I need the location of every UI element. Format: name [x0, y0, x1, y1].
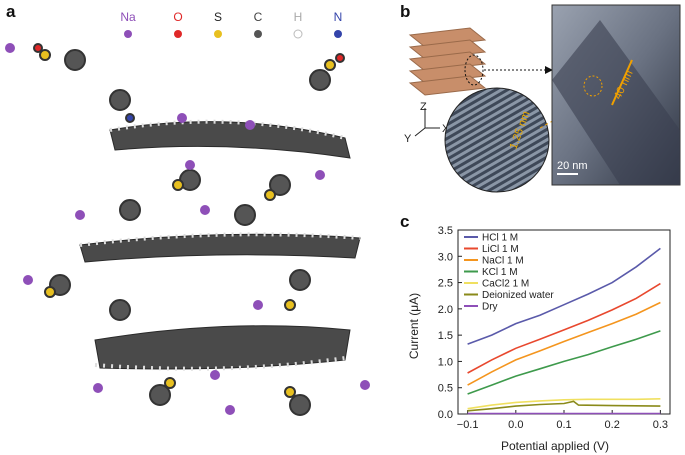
x-axis-label: Potential applied (V)	[501, 439, 609, 453]
axis-label-z: Z	[420, 101, 427, 113]
legend-symbol-c: C	[254, 10, 263, 24]
y-tick-label: 2.0	[438, 304, 453, 316]
legend-symbol-o: O	[173, 10, 182, 24]
series-line-2	[467, 301, 661, 386]
h-dot	[293, 29, 303, 39]
legend-symbol-na: Na	[120, 10, 136, 24]
c-dot	[254, 30, 262, 38]
coordinate-axes	[414, 108, 440, 137]
sodium-ions	[5, 43, 370, 415]
s-dot	[214, 30, 222, 38]
chart-series	[467, 247, 661, 415]
x-tick-label: 0.3	[653, 419, 668, 431]
legend-symbol-n: N	[334, 10, 343, 24]
panel-letter-b: b	[400, 2, 411, 21]
legend-label-4: CaCl2 1 M	[482, 279, 529, 290]
na-dot	[124, 30, 132, 38]
x-tick-label: −0.1	[457, 419, 479, 431]
x-tick-label: 0.1	[556, 419, 571, 431]
legend-symbol-h: H	[294, 10, 303, 24]
y-tick-label: 0.5	[438, 383, 453, 395]
legend-symbol-s: S	[214, 10, 222, 24]
series-line-1	[467, 282, 661, 374]
y-tick-label: 0.0	[438, 409, 453, 421]
panel-letter-c: c	[400, 212, 410, 231]
x-tick-label: 0.2	[605, 419, 620, 431]
legend-label-5: Deionized water	[482, 290, 554, 301]
graphene-sheet-middle	[79, 232, 361, 263]
x-tick-label: 0.0	[508, 419, 523, 431]
y-tick-label: 3.0	[438, 251, 453, 263]
y-axis-label: Current (μA)	[407, 293, 421, 359]
graphene-sheet-top	[109, 119, 351, 159]
molecular-structure-illustration: Na O S C H N	[5, 10, 370, 416]
graphene-sheet-bottom	[94, 325, 351, 371]
y-tick-label: 1.0	[438, 356, 453, 368]
chart-axes: −0.1 0.0 0.1 0.2 0.3 0.0 0.5 1.0 1.5 2.0 2.5 3.0 3.5	[438, 225, 671, 431]
scale-bar-label: 20 nm	[557, 160, 588, 172]
series-line-4	[467, 398, 661, 410]
legend-label-1: LiCl 1 M	[482, 244, 519, 255]
legend-label-2: NaCl 1 M	[482, 256, 524, 267]
axis-label-y: Y	[404, 133, 412, 145]
n-dot	[334, 30, 342, 38]
y-tick-label: 1.5	[438, 330, 453, 342]
hrtem-inset	[444, 87, 550, 193]
series-line-5	[467, 400, 661, 412]
series-line-3	[467, 330, 661, 395]
layered-stack-schematic	[408, 27, 553, 96]
y-tick-label: 2.5	[438, 278, 453, 290]
microscopy-panel: Z Y X 1.25 nm 40 nm 20 nm	[404, 4, 681, 193]
o-dot	[174, 30, 182, 38]
series-line-0	[467, 247, 661, 345]
legend-label-6: Dry	[482, 302, 498, 313]
legend-label-0: HCl 1 M	[482, 233, 518, 244]
legend-label-3: KCl 1 M	[482, 267, 518, 278]
element-legend: Na O S C H N	[120, 10, 343, 39]
y-tick-label: 3.5	[438, 225, 453, 237]
panel-letter-a: a	[6, 2, 16, 21]
sulfonated-groups	[33, 43, 345, 416]
